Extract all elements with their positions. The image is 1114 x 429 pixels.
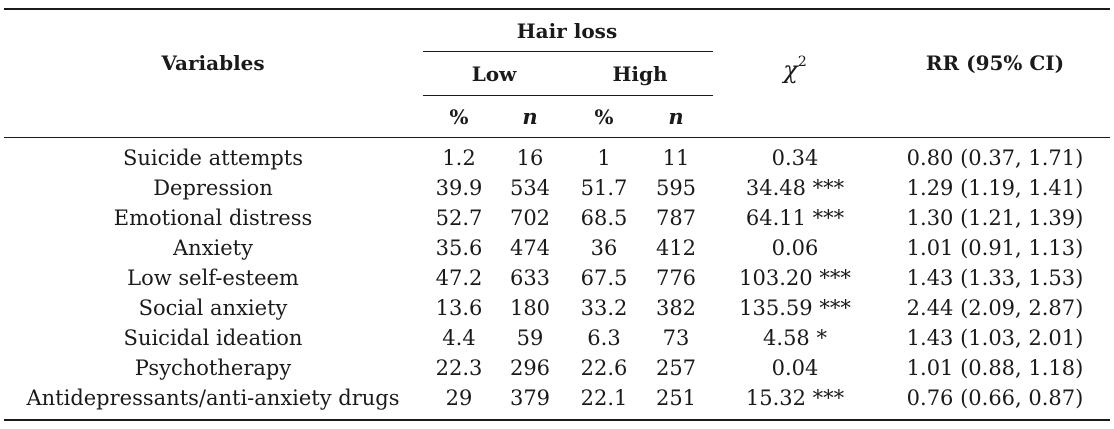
cell-low-pct: 4.4 xyxy=(442,326,476,350)
cell-low-n: 296 xyxy=(509,356,551,380)
cell-rr-ci: 2.44 (2.09, 2.87) xyxy=(906,296,1084,320)
cell-high-pct: 22.1 xyxy=(580,386,628,410)
cell-chi-square: 64.11 *** xyxy=(745,206,845,230)
cell-high-pct: 36 xyxy=(590,236,618,260)
cell-low-n: 59 xyxy=(516,326,544,350)
cell-rr-ci: 0.76 (0.66, 0.87) xyxy=(906,386,1084,410)
header-high: High xyxy=(612,62,668,86)
cell-low-pct: 22.3 xyxy=(435,356,483,380)
cell-chi-square: 103.20 *** xyxy=(739,266,851,290)
cell-chi-square: 0.06 xyxy=(771,236,819,260)
cell-high-n: 382 xyxy=(655,296,697,320)
cell-low-pct: 39.9 xyxy=(435,176,483,200)
cell-rr-ci: 1.01 (0.91, 1.13) xyxy=(906,236,1084,260)
cell-high-n: 787 xyxy=(655,206,697,230)
cell-low-n: 16 xyxy=(516,146,544,170)
cell-high-pct: 68.5 xyxy=(580,206,628,230)
cell-rr-ci: 1.43 (1.33, 1.53) xyxy=(906,266,1084,290)
header-low-pct: % xyxy=(449,105,469,129)
cell-chi-square: 34.48 *** xyxy=(745,176,845,200)
cell-high-n: 11 xyxy=(662,146,690,170)
cell-low-pct: 35.6 xyxy=(435,236,483,260)
chi-superscript: 2 xyxy=(797,54,807,70)
cell-low-n: 702 xyxy=(509,206,551,230)
cell-chi-square: 135.59 *** xyxy=(739,296,851,320)
cell-rr-ci: 1.29 (1.19, 1.41) xyxy=(906,176,1084,200)
cell-high-n: 251 xyxy=(655,386,697,410)
header-variables: Variables xyxy=(161,51,265,75)
header-high-n: n xyxy=(668,104,684,129)
cell-chi-square: 15.32 *** xyxy=(745,386,845,410)
cell-low-n: 379 xyxy=(509,386,551,410)
cell-rr-ci: 1.43 (1.03, 2.01) xyxy=(906,326,1084,350)
cell-variable: Social anxiety xyxy=(138,296,288,320)
hair-loss-rule xyxy=(423,51,713,52)
cell-chi-square: 0.34 xyxy=(771,146,819,170)
chi-symbol: χ xyxy=(783,56,798,84)
cell-variable: Anxiety xyxy=(173,236,253,260)
cell-rr-ci: 1.01 (0.88, 1.18) xyxy=(906,356,1084,380)
cell-rr-ci: 1.30 (1.21, 1.39) xyxy=(906,206,1084,230)
cell-high-n: 412 xyxy=(655,236,697,260)
bottom-rule xyxy=(4,419,1110,421)
cell-high-n: 595 xyxy=(655,176,697,200)
cell-low-pct: 13.6 xyxy=(435,296,483,320)
cell-high-pct: 1 xyxy=(597,146,611,170)
cell-chi-square: 4.58 * xyxy=(763,326,827,350)
cell-low-pct: 47.2 xyxy=(435,266,483,290)
cell-variable: Suicide attempts xyxy=(122,146,304,170)
header-rr: RR (95% CI) xyxy=(925,51,1065,75)
header-high-pct: % xyxy=(594,105,614,129)
cell-chi-square: 0.04 xyxy=(771,356,819,380)
cell-low-n: 474 xyxy=(509,236,551,260)
cell-high-pct: 67.5 xyxy=(580,266,628,290)
cell-low-pct: 1.2 xyxy=(442,146,476,170)
cell-high-n: 776 xyxy=(655,266,697,290)
cell-high-pct: 51.7 xyxy=(580,176,628,200)
cell-variable: Suicidal ideation xyxy=(123,326,303,350)
cell-low-pct: 29 xyxy=(445,386,473,410)
cell-high-n: 257 xyxy=(655,356,697,380)
cell-variable: Psychotherapy xyxy=(134,356,292,380)
cell-low-pct: 52.7 xyxy=(435,206,483,230)
cell-variable: Depression xyxy=(153,176,273,200)
header-low: Low xyxy=(471,62,517,86)
cell-low-n: 633 xyxy=(509,266,551,290)
cell-high-pct: 22.6 xyxy=(580,356,628,380)
cell-variable: Antidepressants/anti-anxiety drugs xyxy=(26,386,400,410)
cell-rr-ci: 0.80 (0.37, 1.71) xyxy=(906,146,1084,170)
header-chi-square: χ2 xyxy=(783,50,806,82)
header-hair-loss: Hair loss xyxy=(516,19,618,43)
cell-variable: Emotional distress xyxy=(113,206,313,230)
header-bottom-rule xyxy=(4,137,1110,138)
low-high-rule xyxy=(423,95,713,96)
top-rule xyxy=(4,8,1110,10)
cell-low-n: 180 xyxy=(509,296,551,320)
cell-high-pct: 6.3 xyxy=(587,326,621,350)
cell-high-pct: 33.2 xyxy=(580,296,628,320)
cell-high-n: 73 xyxy=(662,326,690,350)
cell-variable: Low self-esteem xyxy=(127,266,299,290)
cell-low-n: 534 xyxy=(509,176,551,200)
header-low-n: n xyxy=(522,104,538,129)
